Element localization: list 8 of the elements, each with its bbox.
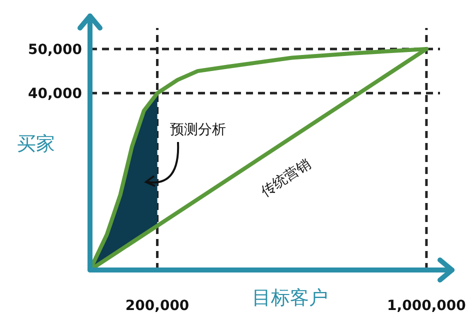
annotation: 预测分析 <box>170 122 226 138</box>
y-tick-label: 40,000 <box>28 86 82 102</box>
text: 传统营销 <box>258 156 314 200</box>
y-tick-label: 50,000 <box>28 42 82 58</box>
y-axis-title: 买家 <box>17 133 55 155</box>
x-tick-label: 200,000 <box>125 298 190 314</box>
x-tick-label: 1,000,000 <box>387 298 466 314</box>
x-axis-title: 目标客户 <box>252 287 328 309</box>
